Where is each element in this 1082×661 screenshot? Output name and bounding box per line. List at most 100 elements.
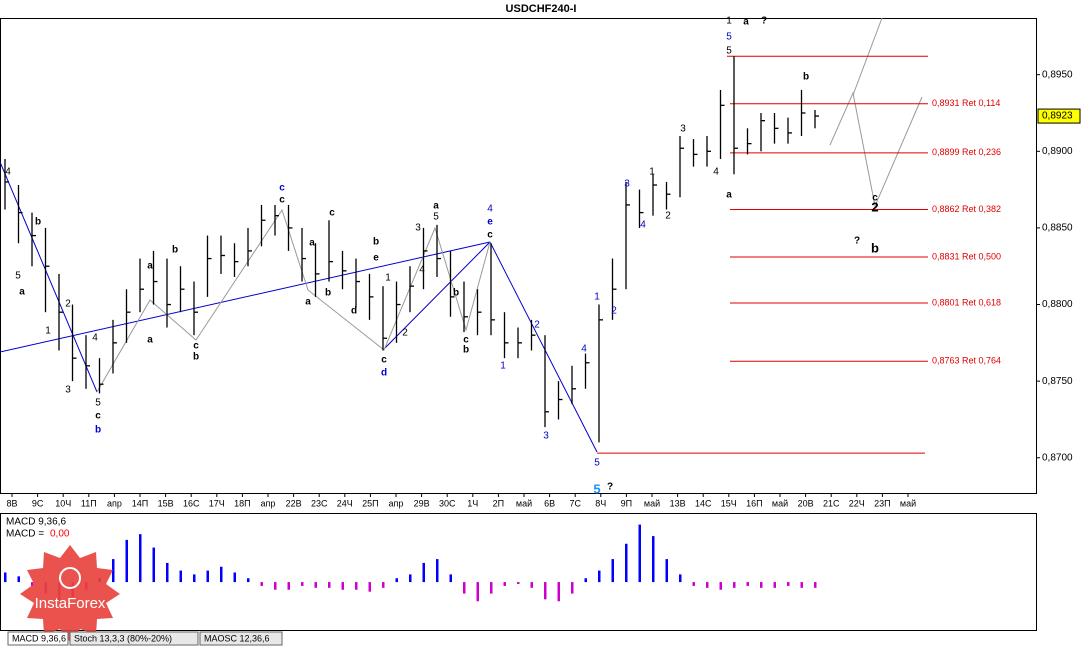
- x-tick-label: 24Ч: [337, 498, 353, 508]
- wave-label: c: [279, 183, 285, 194]
- wave-label: 1: [649, 167, 655, 178]
- macd-bar: [719, 582, 722, 590]
- macd-bar: [787, 582, 790, 586]
- wave-label: 1: [594, 292, 600, 303]
- price-frame: [0, 18, 1037, 494]
- chart-title: USDCHF240-I: [506, 3, 577, 15]
- x-tick-label: 2П: [493, 498, 504, 508]
- wave-label: 3: [543, 431, 549, 442]
- current-price-box: [1037, 108, 1081, 124]
- wave-label: 5: [95, 398, 101, 409]
- x-tick-label: 11П: [81, 498, 97, 508]
- macd-bar: [328, 582, 331, 588]
- macd-bar: [193, 574, 196, 583]
- macd-bar: [476, 582, 479, 602]
- macd-bar: [517, 582, 520, 584]
- wave-label: 1: [45, 326, 51, 337]
- macd-bar: [652, 536, 655, 583]
- x-tick-label: 8В: [6, 498, 17, 508]
- wave-label: 3: [680, 124, 686, 135]
- x-tick-label: 23П: [874, 498, 890, 508]
- wave-label: 2: [871, 199, 878, 214]
- macd-bar: [436, 559, 439, 583]
- wave-label: 2: [402, 328, 408, 339]
- macd-bar: [112, 559, 115, 583]
- x-tick-label: 1Ч: [467, 498, 478, 508]
- x-tick-label: 17Ч: [209, 498, 225, 508]
- wave-label: 5: [594, 458, 600, 469]
- wave-label: 4: [713, 167, 719, 178]
- wave-label: 4: [487, 204, 493, 215]
- macd-bar: [422, 562, 425, 583]
- wave-label: 1: [385, 273, 391, 284]
- wave-label: 4: [92, 333, 98, 344]
- macd-value-label: MACD =: [6, 529, 44, 540]
- x-tick-label: 20В: [798, 498, 814, 508]
- x-tick-label: 10Ч: [55, 498, 71, 508]
- fib-label: 0,8801 Ret 0,618: [932, 297, 1001, 307]
- macd-bar: [638, 524, 641, 583]
- wave-label: 5: [593, 481, 600, 496]
- macd-bar: [4, 572, 7, 583]
- macd-bar: [530, 582, 533, 588]
- x-tick-label: май: [516, 498, 532, 508]
- macd-bar: [274, 582, 277, 590]
- macd-bar: [733, 582, 736, 588]
- y-tick-label: 0,8900: [1042, 146, 1073, 157]
- fib-label: 0,8862 Ret 0,382: [932, 204, 1001, 214]
- wave-label: b: [373, 237, 379, 248]
- wave-label: c: [279, 195, 285, 206]
- macd-bar: [301, 582, 304, 586]
- macd-bar: [409, 574, 412, 583]
- wave-label: 2: [65, 299, 71, 310]
- x-tick-label: 18П: [234, 498, 250, 508]
- macd-bar: [692, 582, 695, 586]
- x-tick-label: 25П: [362, 498, 378, 508]
- macd-bar: [31, 582, 34, 586]
- y-tick-label: 0,8800: [1042, 299, 1073, 310]
- logo: InstaForex: [20, 545, 120, 642]
- x-tick-label: 16С: [183, 498, 200, 508]
- macd-bar: [571, 582, 574, 594]
- wave-label: 4: [5, 167, 11, 178]
- wave-label: c: [487, 230, 493, 241]
- wave-label: b: [35, 217, 41, 228]
- x-tick-label: апр: [389, 498, 404, 508]
- macd-bar: [382, 582, 385, 588]
- wave-label: e: [487, 217, 493, 228]
- macd-frame: [0, 513, 1037, 631]
- x-tick-label: 21С: [823, 498, 840, 508]
- macd-bar: [341, 582, 344, 590]
- wave-label: a: [147, 335, 153, 346]
- x-tick-label: апр: [261, 498, 276, 508]
- wave-label: 2: [611, 306, 617, 317]
- wave-label: c: [95, 411, 101, 422]
- macd-bar: [773, 582, 776, 588]
- wave-label: c: [381, 355, 387, 366]
- x-tick-label: 30С: [439, 498, 456, 508]
- indicator-tab: [69, 631, 199, 646]
- wave-label: 5: [433, 212, 439, 223]
- wave-label: b: [453, 288, 459, 299]
- x-tick-label: 29В: [414, 498, 430, 508]
- wave-label: 2: [665, 211, 671, 222]
- wave-lines: [0, 161, 598, 453]
- x-tick-label: 7С: [569, 498, 581, 508]
- wave-label: a: [19, 287, 25, 298]
- fib-label: 0,8899 Ret 0,236: [932, 147, 1001, 157]
- wave-label: a: [147, 261, 153, 272]
- macd-bar: [544, 582, 547, 600]
- x-tick-label: 8Ч: [595, 498, 606, 508]
- wave-label: 4: [640, 220, 646, 231]
- wave-label: b: [871, 240, 879, 255]
- x-tick-label: май: [644, 498, 660, 508]
- macd-bar: [814, 582, 817, 588]
- wave-label: ?: [761, 16, 767, 27]
- macd-bar: [314, 582, 317, 588]
- macd-bar: [287, 582, 290, 590]
- macd-bar: [139, 534, 142, 583]
- x-tick-label: 14П: [132, 498, 148, 508]
- macd-bar: [490, 582, 493, 594]
